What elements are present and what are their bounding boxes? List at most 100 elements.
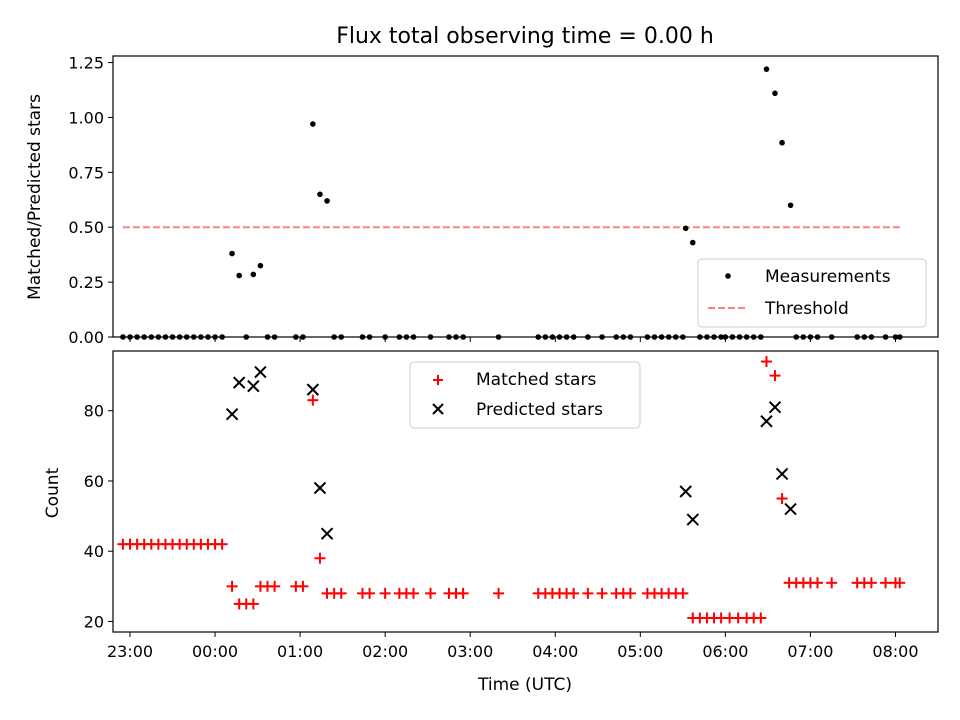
legend-measurements-label: Measurements	[765, 267, 891, 287]
top-y-axis-label: Matched/Predicted stars	[25, 94, 45, 300]
matched-star-point	[216, 538, 228, 550]
matched-star-point	[364, 587, 376, 599]
measurement-point	[779, 139, 785, 146]
matched-star-point	[425, 587, 437, 599]
bottom-axes-frame	[112, 350, 939, 633]
top-y-tick-label: 1.25	[68, 54, 104, 73]
legend-matched-marker	[433, 375, 443, 385]
predicted-stars-series	[225, 365, 797, 540]
x-tick-label: 02:00	[362, 642, 408, 661]
predicted-star-point	[768, 400, 782, 414]
measurement-point	[236, 272, 242, 279]
predicted-star-point	[320, 527, 334, 540]
matched-star-point	[269, 580, 281, 592]
matched-star-point	[755, 612, 767, 624]
bottom-legend: Matched stars Predicted stars	[409, 361, 641, 429]
top-panel: Flux total observing time = 0.00 h Match…	[25, 24, 939, 347]
bottom-y-tick-label: 60	[84, 472, 104, 491]
legend-threshold-label: Threshold	[764, 299, 849, 319]
predicted-star-point	[313, 481, 327, 495]
bottom-legend-box	[409, 361, 641, 429]
x-tick-label: 01:00	[277, 642, 323, 661]
matched-star-point	[677, 587, 689, 599]
legend-predicted-label: Predicted stars	[476, 400, 603, 420]
predicted-star-point	[225, 408, 239, 421]
matched-star-point	[568, 587, 580, 599]
top-y-ticks: 0.00 0.25 0.50 0.75 1.00 1.25	[68, 54, 113, 347]
matched-star-point	[457, 587, 469, 599]
measurement-point	[682, 225, 689, 232]
matched-star-point	[812, 577, 824, 589]
measurement-point	[317, 191, 323, 198]
x-tick-label: 03:00	[447, 642, 493, 661]
predicted-star-point	[306, 383, 320, 396]
measurement-point	[763, 66, 770, 72]
matched-star-point	[760, 356, 772, 368]
legend-predicted-marker	[432, 403, 444, 415]
x-tick-label: 08:00	[872, 642, 918, 661]
top-y-tick-label: 0.50	[68, 218, 104, 237]
measurement-point	[250, 271, 257, 278]
x-tick-label: 23:00	[107, 642, 153, 661]
matched-star-point	[247, 598, 259, 610]
matched-star-point	[865, 577, 877, 589]
predicted-star-point	[679, 485, 692, 498]
matched-star-point	[769, 370, 781, 382]
measurement-point	[787, 202, 794, 209]
x-tick-label: 05:00	[617, 642, 663, 661]
top-y-tick-label: 0.75	[68, 163, 104, 182]
bottom-panel: Count Time (UTC) 20 40 60 80 23:00 00:00 01:0…	[43, 350, 939, 695]
predicted-star-point	[784, 502, 797, 516]
measurement-point	[689, 239, 696, 246]
top-y-tick-label: 0.25	[68, 273, 104, 292]
measurement-point	[310, 121, 316, 127]
bottom-x-ticks: 23:00 00:00 01:00 02:00 03:00 04:00 05:00 06:00…	[107, 632, 919, 661]
measurement-point	[229, 250, 235, 257]
measurement-point	[324, 198, 330, 204]
top-y-tick-label: 0.00	[68, 328, 104, 347]
matched-star-point	[307, 394, 319, 406]
matched-star-point	[894, 577, 906, 589]
matched-star-point	[314, 552, 326, 564]
matched-star-point	[624, 587, 636, 599]
matched-star-point	[493, 587, 505, 599]
measurement-point	[257, 262, 264, 269]
x-axis-label: Time (UTC)	[477, 675, 572, 695]
matched-star-point	[226, 580, 238, 592]
matched-star-point	[379, 587, 391, 599]
matched-star-point	[408, 587, 420, 599]
matched-stars-series	[117, 356, 906, 624]
top-y-tick-label: 1.00	[68, 108, 104, 127]
chart-title: Flux total observing time = 0.00 h	[336, 24, 714, 49]
measurement-point	[772, 90, 778, 97]
bottom-y-axis-label: Count	[43, 467, 63, 518]
matched-star-point	[826, 577, 838, 589]
top-legend: Measurements Threshold	[697, 258, 927, 328]
bottom-y-tick-label: 20	[84, 612, 104, 631]
bottom-y-ticks: 20 40 60 80	[84, 402, 113, 631]
predicted-star-point	[232, 376, 246, 389]
bottom-y-tick-label: 80	[84, 402, 104, 421]
x-tick-label: 00:00	[192, 642, 238, 661]
top-legend-box	[697, 258, 927, 328]
predicted-star-point	[247, 379, 260, 393]
x-tick-label: 07:00	[787, 642, 833, 661]
matched-star-point	[297, 580, 309, 592]
x-tick-label: 04:00	[532, 642, 578, 661]
legend-matched-label: Matched stars	[476, 370, 596, 390]
legend-measurements-marker	[725, 273, 731, 279]
predicted-star-point	[254, 365, 267, 379]
predicted-star-point	[775, 467, 789, 481]
matched-star-point	[776, 493, 788, 505]
x-tick-label: 06:00	[702, 642, 748, 661]
bottom-y-tick-label: 40	[84, 542, 104, 561]
top-axes-frame	[112, 55, 939, 338]
predicted-star-point	[686, 513, 699, 526]
predicted-star-point	[760, 415, 773, 428]
matched-star-point	[880, 577, 892, 589]
matched-star-point	[335, 587, 347, 599]
matched-star-point	[596, 587, 608, 599]
matched-star-point	[582, 587, 594, 599]
